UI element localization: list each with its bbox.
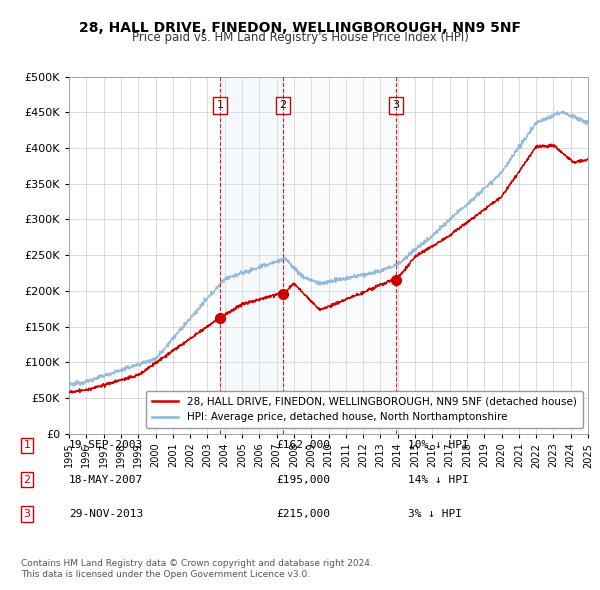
- Text: 3: 3: [23, 509, 31, 519]
- Text: 3% ↓ HPI: 3% ↓ HPI: [408, 509, 462, 519]
- Point: [278, 290, 288, 299]
- Text: 29-NOV-2013: 29-NOV-2013: [69, 509, 143, 519]
- Text: 2: 2: [280, 100, 287, 110]
- Text: £195,000: £195,000: [276, 475, 330, 484]
- Bar: [220, 77, 283, 434]
- Text: £215,000: £215,000: [276, 509, 330, 519]
- Text: Price paid vs. HM Land Registry's House Price Index (HPI): Price paid vs. HM Land Registry's House …: [131, 31, 469, 44]
- Text: Contains HM Land Registry data © Crown copyright and database right 2024.: Contains HM Land Registry data © Crown c…: [21, 559, 373, 568]
- Point: [391, 276, 401, 285]
- Text: 1: 1: [217, 100, 223, 110]
- Text: 18-MAY-2007: 18-MAY-2007: [69, 475, 143, 484]
- Text: 1: 1: [23, 441, 31, 450]
- Text: This data is licensed under the Open Government Licence v3.0.: This data is licensed under the Open Gov…: [21, 571, 310, 579]
- Point: [215, 313, 224, 323]
- Text: 2: 2: [23, 475, 31, 484]
- Text: 10% ↓ HPI: 10% ↓ HPI: [408, 441, 469, 450]
- Bar: [283, 77, 396, 434]
- Text: £162,000: £162,000: [276, 441, 330, 450]
- Text: 3: 3: [392, 100, 400, 110]
- Text: 19-SEP-2003: 19-SEP-2003: [69, 441, 143, 450]
- Text: 28, HALL DRIVE, FINEDON, WELLINGBOROUGH, NN9 5NF: 28, HALL DRIVE, FINEDON, WELLINGBOROUGH,…: [79, 21, 521, 35]
- Text: 14% ↓ HPI: 14% ↓ HPI: [408, 475, 469, 484]
- Legend: 28, HALL DRIVE, FINEDON, WELLINGBOROUGH, NN9 5NF (detached house), HPI: Average : 28, HALL DRIVE, FINEDON, WELLINGBOROUGH,…: [146, 391, 583, 428]
